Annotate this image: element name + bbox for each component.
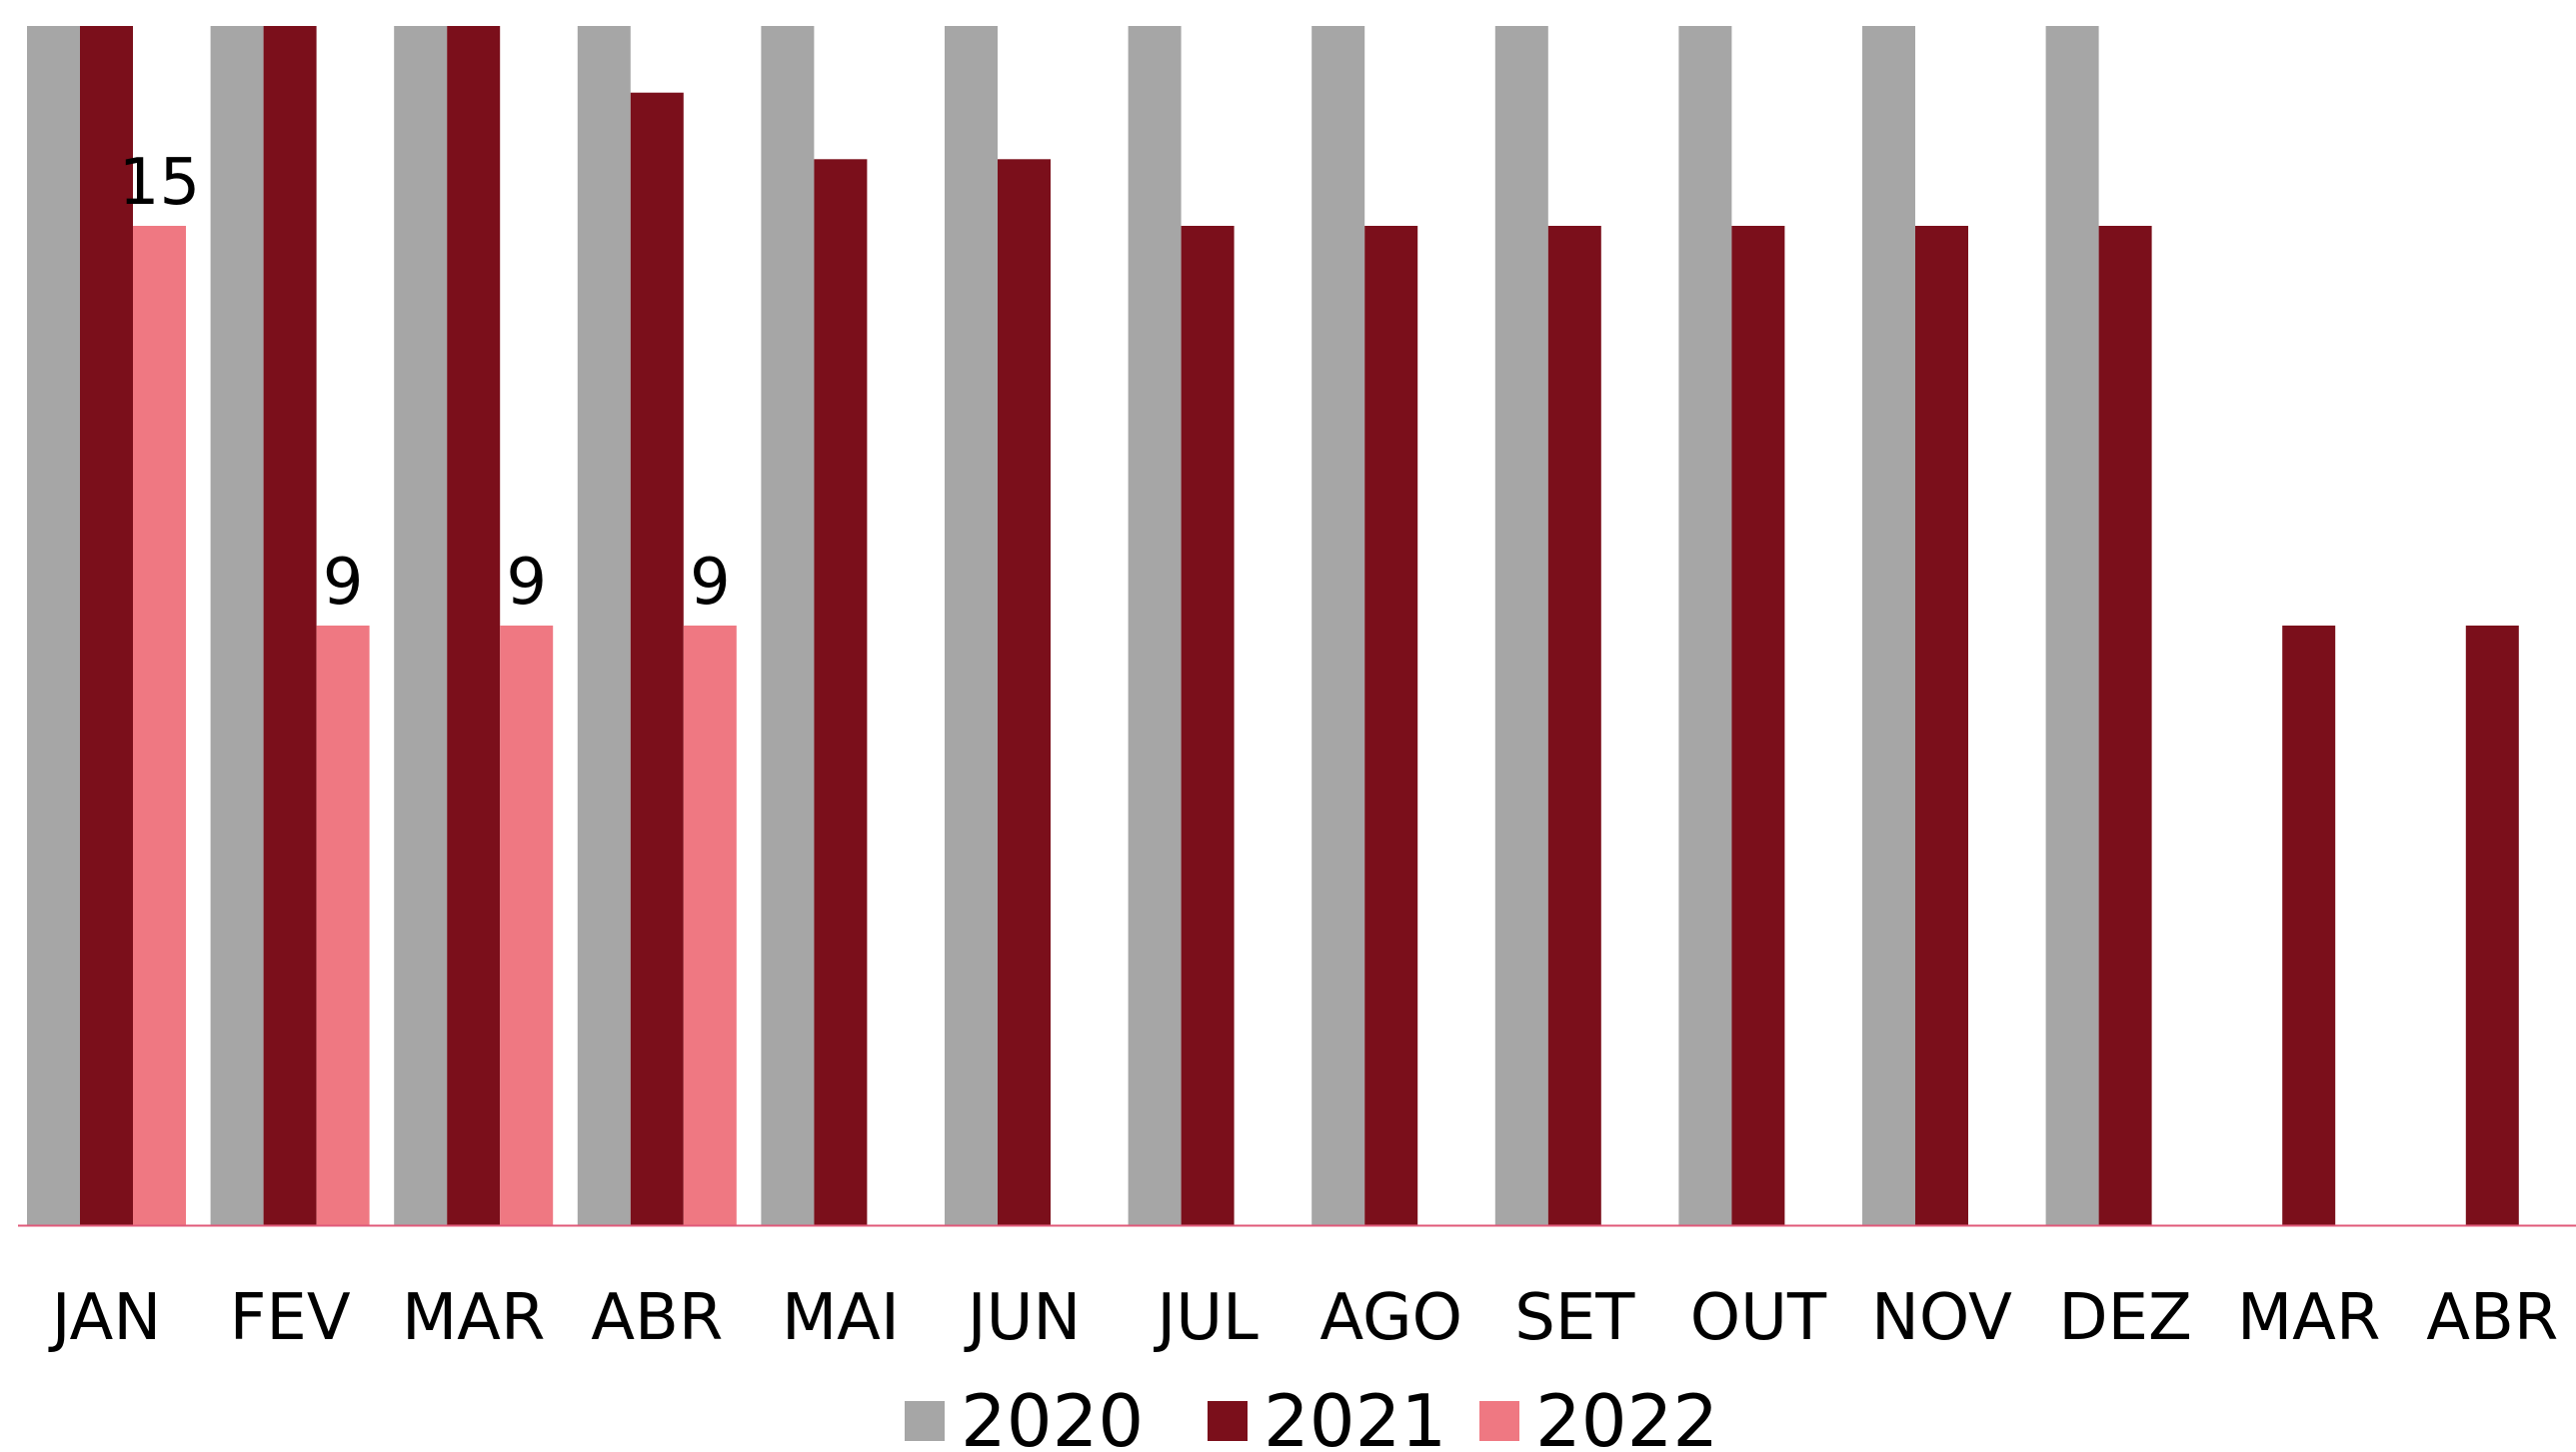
bar-2020-set-8	[1494, 26, 1548, 1225]
x-tick-label-13: ABR	[2426, 1281, 2558, 1355]
x-tick-label-12: MAR	[2237, 1281, 2380, 1355]
bar-2020-fev-1	[210, 26, 264, 1225]
data-label-2022-3: 9	[690, 546, 731, 620]
bar-2020-mai-4	[761, 26, 815, 1225]
legend-swatch-2021	[1208, 1401, 1248, 1441]
bar-2020-dez-11	[2045, 26, 2099, 1225]
legend-label-2020: 2020	[961, 1379, 1144, 1452]
legend-label-2021: 2021	[1264, 1379, 1446, 1452]
bar-2021-set-8	[1547, 226, 1601, 1225]
bar-2021-abr-13	[2465, 626, 2519, 1225]
x-tick-label-1: FEV	[230, 1281, 351, 1355]
x-tick-label-11: DEZ	[2058, 1281, 2192, 1355]
bar-2020-abr-3	[577, 26, 631, 1225]
legend: 2020 2021 2022	[905, 1379, 1718, 1452]
bar-2020-jul-6	[1128, 26, 1182, 1225]
bar-2022-jan-0	[133, 226, 186, 1225]
bar-2021-mai-4	[814, 159, 868, 1225]
bar-2021-jul-6	[1181, 226, 1235, 1225]
bar-2020-out-9	[1678, 26, 1732, 1225]
bar-2021-mar-2	[447, 26, 501, 1225]
x-tick-label-7: AGO	[1319, 1281, 1462, 1355]
bar-2020-mar-2	[394, 26, 448, 1225]
bar-2022-mar-2	[500, 626, 554, 1225]
bar-2020-nov-10	[1862, 26, 1915, 1225]
x-tick-label-10: NOV	[1871, 1281, 2012, 1355]
x-tick-label-2: MAR	[402, 1281, 545, 1355]
x-tick-label-8: SET	[1514, 1281, 1635, 1355]
bar-2022-fev-1	[316, 626, 370, 1225]
bar-2020-jan-0	[27, 26, 80, 1225]
data-label-2022-2: 9	[506, 546, 547, 620]
x-tick-label-4: MAI	[782, 1281, 900, 1355]
data-labels-group: 15 9 9 9	[119, 146, 731, 620]
legend-swatch-2020	[905, 1401, 945, 1441]
x-tick-label-6: JUL	[1153, 1281, 1259, 1355]
data-label-2022-1: 9	[323, 546, 364, 620]
x-tick-label-9: OUT	[1690, 1281, 1827, 1355]
legend-label-2022: 2022	[1535, 1379, 1718, 1452]
bar-2021-ago-7	[1364, 226, 1418, 1225]
legend-swatch-2022	[1479, 1401, 1519, 1441]
bar-2021-jun-5	[998, 159, 1051, 1225]
bar-2020-ago-7	[1311, 26, 1365, 1225]
x-tick-label-0: JAN	[48, 1281, 161, 1355]
bars-group	[27, 26, 2519, 1226]
bar-2021-nov-10	[1915, 226, 1968, 1225]
x-tick-label-3: ABR	[591, 1281, 723, 1355]
bar-2021-fev-1	[263, 26, 317, 1225]
x-tick-label-5: JUN	[964, 1281, 1082, 1355]
x-tick-labels: JAN FEV MAR ABR MAI JUN JUL AGO SET OUT NOV DEZ MAR A…	[48, 1281, 2559, 1355]
bar-2021-out-9	[1731, 226, 1785, 1225]
bar-2021-jan-0	[80, 26, 133, 1225]
bar-2021-dez-11	[2098, 226, 2152, 1225]
bar-2021-abr-3	[630, 92, 684, 1226]
bar-2020-jun-5	[945, 26, 998, 1225]
bar-2022-abr-3	[683, 626, 737, 1225]
data-label-2022-0: 15	[119, 146, 200, 220]
bar-2021-mar-12	[2282, 626, 2336, 1225]
